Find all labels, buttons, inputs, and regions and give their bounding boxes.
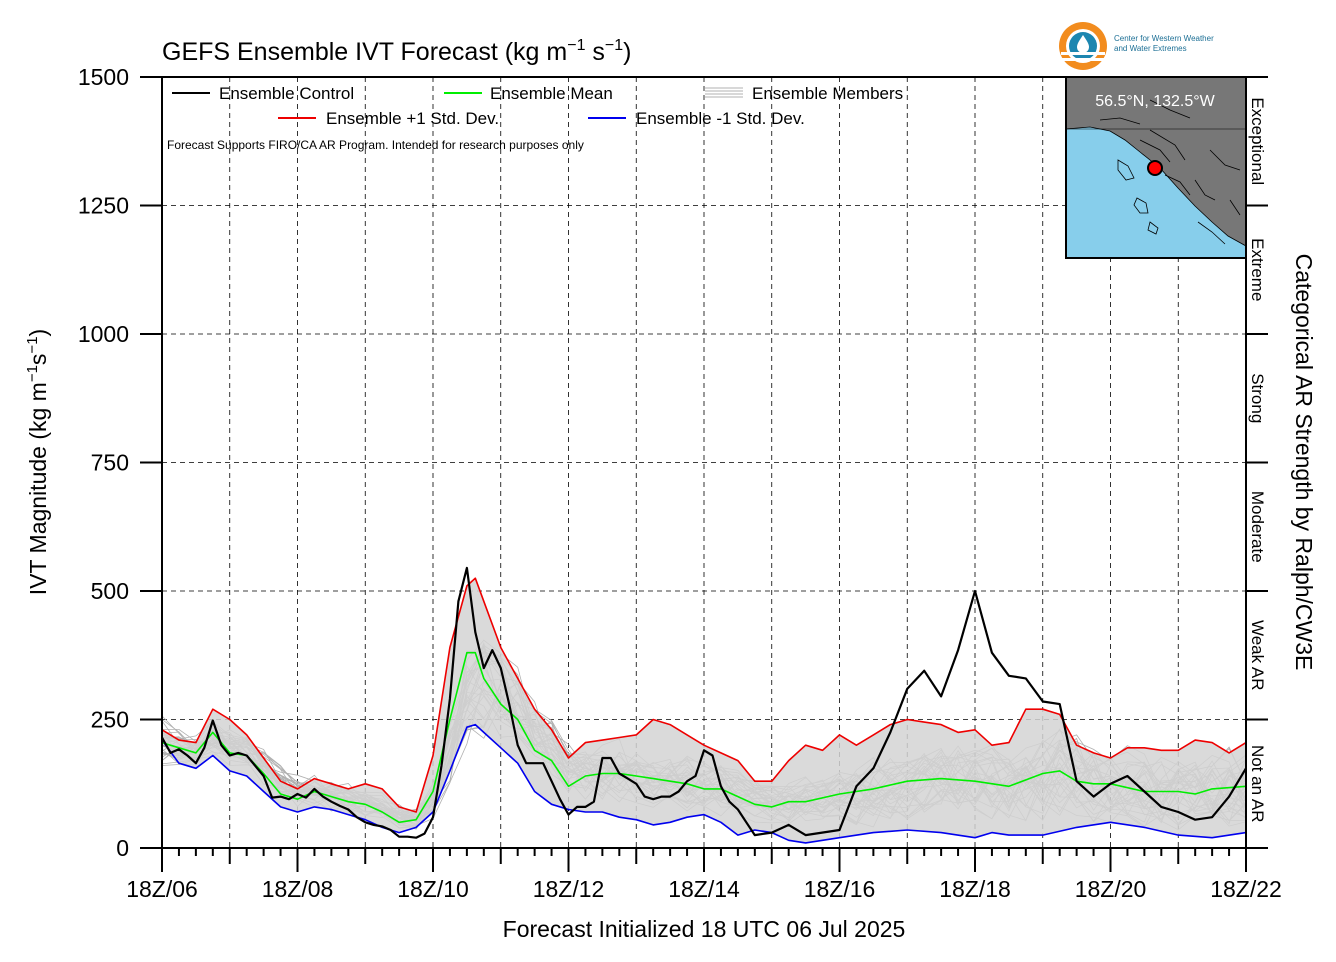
legend-label-minus-sd: Ensemble -1 Std. Dev. [636, 109, 805, 128]
map-location-label: 56.5°N, 132.5°W [1095, 93, 1215, 110]
legend-label-control: Ensemble Control [219, 84, 354, 103]
y-tick-label: 250 [91, 707, 129, 733]
series-line-minus_sd [161, 723, 1247, 844]
x-tick-label: 18Z/14 [668, 876, 740, 902]
category-label: Weak AR [1248, 620, 1267, 691]
category-label: Not an AR [1248, 745, 1267, 823]
x-tick-label: 18Z/08 [262, 876, 334, 902]
x-axis: 18Z/06 18Z/08 18Z/10 18Z/12 18Z/14 18Z/16 18Z/… [126, 848, 1282, 902]
y-tick-label: 500 [91, 578, 129, 604]
category-label: Strong [1248, 373, 1267, 423]
category-label: Moderate [1248, 491, 1267, 563]
legend-swatch-members [705, 87, 743, 98]
x-tick-label: 18Z/10 [397, 876, 469, 902]
y-tick-label: 750 [91, 450, 129, 476]
x-tick-label: 18Z/18 [939, 876, 1011, 902]
location-marker-icon [1147, 160, 1163, 176]
right-axis-title: Categorical AR Strength by Ralph/CW3E [1291, 254, 1317, 671]
water-drop-icon [1077, 35, 1089, 53]
y-tick-label: 0 [116, 835, 129, 861]
category-label: Extreme [1248, 238, 1267, 301]
x-axis-title: Forecast Initialized 18 UTC 06 Jul 2025 [503, 916, 906, 942]
category-label: Exceptional [1248, 97, 1267, 185]
logo-text-line2: and Water Extremes [1114, 44, 1187, 53]
x-tick-label: 18Z/20 [1075, 876, 1147, 902]
y-tick-label: 1000 [78, 321, 129, 347]
series-lines [161, 566, 1247, 844]
right-category-axis: Not an AR Weak AR Moderate Strong Extreme Exc… [1246, 76, 1268, 849]
x-tick-label: 18Z/12 [533, 876, 605, 902]
legend-label-members: Ensemble Members [752, 84, 903, 103]
x-tick-label: 18Z/16 [804, 876, 876, 902]
cw3e-logo: Center for Western Weather and Water Ext… [1059, 22, 1214, 70]
legend: Ensemble Control Ensemble Mean Ensemble … [167, 84, 903, 152]
y-tick-label: 1500 [78, 64, 129, 90]
chart-title: GEFS Ensemble IVT Forecast (kg m−1 s−1) [162, 37, 632, 66]
y-tick-label: 1250 [78, 193, 129, 219]
logo-text-line1: Center for Western Weather [1114, 34, 1214, 43]
series-line-control [161, 566, 1247, 839]
x-tick-label: 18Z/06 [126, 876, 198, 902]
y-axis-title: IVT Magnitude (kg m−1s−1) [24, 329, 51, 595]
research-note: Forecast Supports FIRO/CA AR Program. In… [167, 138, 584, 152]
location-map-inset: 56.5°N, 132.5°W [1065, 76, 1247, 259]
legend-label-mean: Ensemble Mean [490, 84, 613, 103]
y-axis: 0 250 500 750 1000 1250 1500 [78, 64, 162, 861]
x-tick-label: 18Z/22 [1210, 876, 1282, 902]
map-water [1066, 127, 1246, 258]
std-dev-band [162, 578, 1246, 843]
legend-label-plus-sd: Ensemble +1 Std. Dev. [326, 109, 499, 128]
